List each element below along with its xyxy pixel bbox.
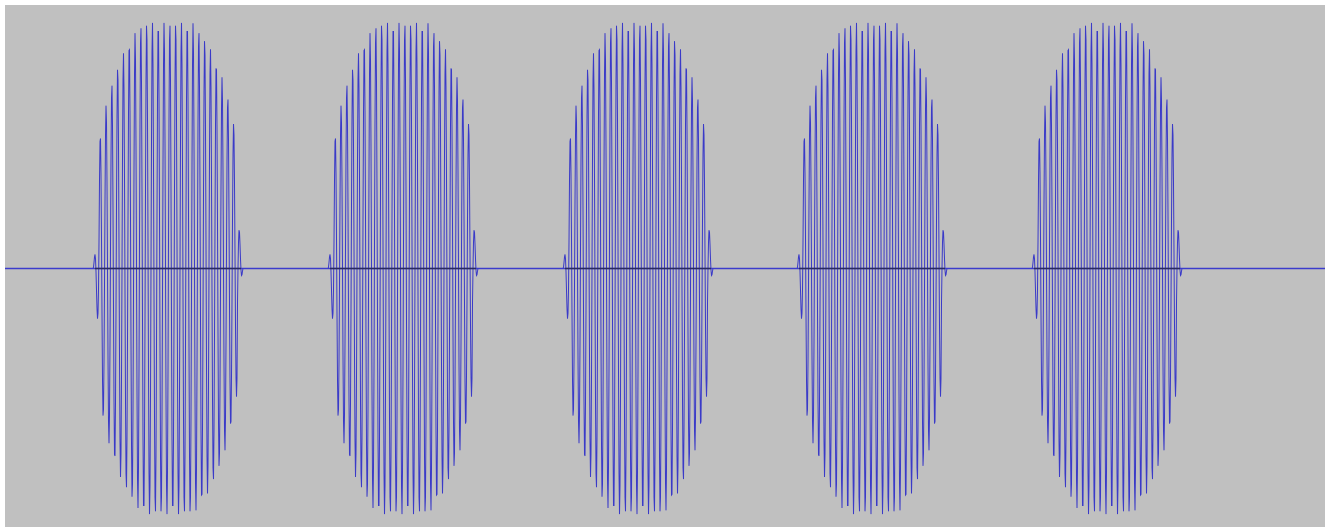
- waveform-burst: [92, 22, 244, 515]
- waveform-burst: [796, 22, 948, 515]
- waveform-burst: [327, 22, 479, 515]
- waveform: [92, 22, 1183, 515]
- waveform-burst: [562, 22, 714, 515]
- waveform-burst: [1031, 22, 1183, 515]
